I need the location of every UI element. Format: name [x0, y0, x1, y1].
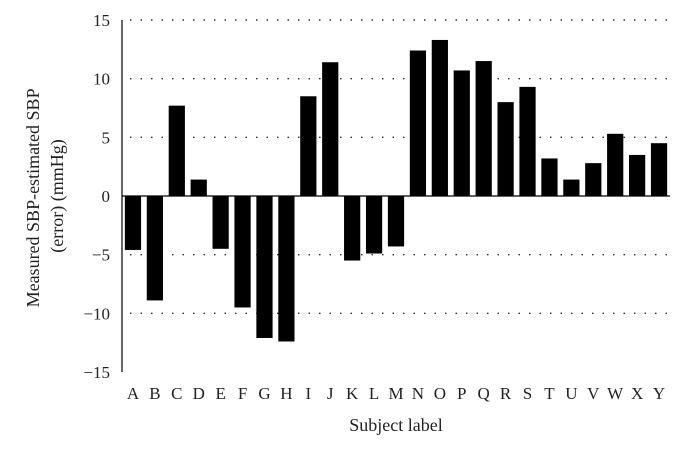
y-tick-label: 15 [93, 11, 110, 30]
bar-Y [650, 143, 668, 196]
bar-P [453, 70, 470, 196]
y-tick-label: −5 [92, 246, 110, 265]
y-tick-label: −10 [83, 304, 110, 323]
y-tick-label: −15 [83, 363, 110, 382]
x-tick-label: X [631, 384, 643, 403]
bar-I [300, 96, 317, 196]
bar-A [124, 196, 142, 250]
x-tick-label: E [215, 384, 225, 403]
bar-X [629, 154, 646, 196]
bar-S [519, 86, 536, 196]
x-tick-label: C [171, 384, 182, 403]
bar-U [563, 179, 580, 196]
x-tick-label: W [607, 384, 624, 403]
bar-E [212, 196, 229, 249]
x-tick-label: Q [478, 384, 490, 403]
x-tick-label: S [523, 384, 532, 403]
bar-M [387, 196, 405, 247]
bar-G [256, 196, 273, 338]
x-tick-label: F [238, 384, 247, 403]
x-tick-label: K [346, 384, 359, 403]
x-tick-label: I [305, 384, 311, 403]
bar-H [278, 196, 295, 342]
x-tick-label: A [127, 384, 140, 403]
x-tick-label: G [258, 384, 270, 403]
x-tick-label: U [565, 384, 577, 403]
x-tick-label: M [388, 384, 403, 403]
x-tick-label: P [457, 384, 466, 403]
bar-J [322, 62, 339, 196]
y-axis-title-line-2: (error) (mmHg) [47, 139, 68, 252]
bar-D [190, 179, 207, 196]
y-tick-label: 0 [102, 187, 111, 206]
bar-O [431, 39, 448, 196]
y-axis-title-line-1: Measured SBP-estimated SBP [23, 88, 43, 307]
bar-L [365, 196, 383, 254]
bar-F [234, 196, 251, 308]
y-axis-title: Measured SBP-estimated SBP (error) (mmHg… [23, 85, 68, 308]
x-tick-label: R [500, 384, 512, 403]
bar-C [168, 105, 185, 196]
bar-Q [475, 61, 492, 196]
y-tick-labels: 15 10 5 0 −5 −10 −15 [83, 11, 110, 382]
x-axis-title: Subject label [349, 415, 442, 435]
bar-T [541, 158, 558, 196]
bar-B [146, 196, 163, 301]
bar-N [409, 50, 427, 196]
y-tick-label: 10 [93, 70, 110, 89]
x-tick-label: Y [653, 384, 665, 403]
x-tick-label: H [280, 384, 292, 403]
x-tick-label: N [412, 384, 424, 403]
bar-K [344, 196, 361, 261]
y-tick-label: 5 [102, 128, 111, 147]
x-tick-label: B [149, 384, 160, 403]
x-tick-label: J [327, 384, 334, 403]
x-tick-label: L [369, 384, 379, 403]
x-tick-label: T [544, 384, 555, 403]
bar-W [607, 133, 624, 196]
bars [124, 39, 668, 342]
x-tick-label: V [587, 384, 600, 403]
bar-R [497, 102, 514, 196]
bar-V [585, 163, 602, 196]
x-tick-label: D [193, 384, 205, 403]
x-tick-label: O [434, 384, 446, 403]
